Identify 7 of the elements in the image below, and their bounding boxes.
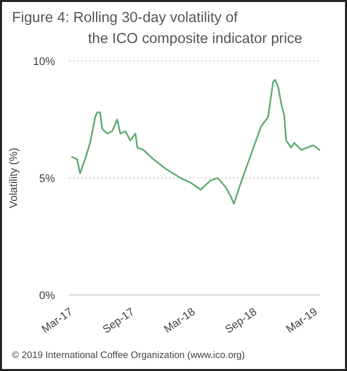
y-tick-label: 0% — [39, 290, 56, 302]
y-tick-label: 5% — [39, 172, 56, 185]
y-tick-label: 10% — [32, 56, 56, 68]
y-axis-title: Volatility (%) — [8, 148, 20, 208]
text: © 2019 International Coffee Organization (www.ico.org) — [12, 350, 245, 361]
chart-title: Figure 4: Rolling 30-day volatility of the ICO composite indicator price — [12, 10, 302, 47]
line-series — [71, 78, 320, 205]
